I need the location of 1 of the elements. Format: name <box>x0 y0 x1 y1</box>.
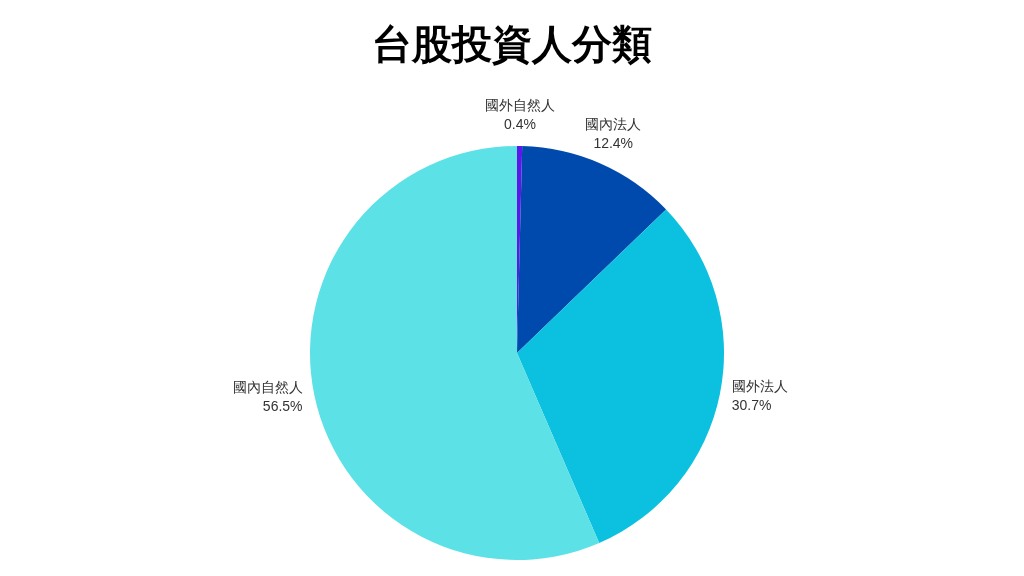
title: 台股投資人分類 <box>372 22 652 66</box>
